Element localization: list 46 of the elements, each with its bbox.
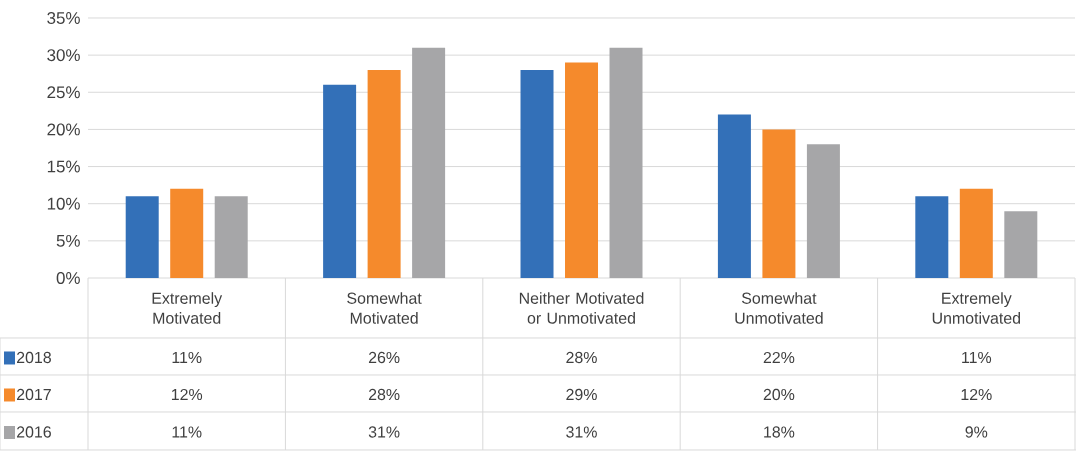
bar	[609, 47, 643, 278]
data-label: 26%	[368, 351, 400, 364]
data-label: 31%	[368, 426, 400, 438]
bar	[214, 196, 248, 278]
y-tick-label: 30%	[47, 49, 80, 62]
y-tick-label: 35%	[47, 11, 80, 24]
bar	[565, 62, 599, 278]
bar	[170, 188, 204, 278]
x-tick-label: Extremely Unmotivated	[932, 292, 1021, 324]
y-tick-label: 20%	[47, 123, 80, 136]
data-label: 28%	[368, 388, 400, 401]
bar	[520, 69, 554, 278]
bar	[323, 84, 357, 278]
data-label: 9%	[965, 426, 988, 438]
bar	[762, 129, 796, 278]
data-label: 28%	[566, 351, 597, 364]
y-tick-label: 15%	[47, 160, 80, 173]
bar	[125, 196, 159, 278]
bar	[412, 47, 446, 278]
data-label: 11%	[172, 426, 202, 438]
bar	[915, 196, 949, 278]
bar	[959, 188, 993, 278]
x-tick-label: Extremely Motivated	[152, 292, 223, 324]
y-tick-label: 10%	[47, 197, 80, 210]
data-label: 12%	[961, 388, 992, 401]
x-tick-label: Somewhat Unmotivated	[735, 292, 823, 324]
data-label: 12%	[171, 388, 203, 401]
y-tick-label: 0%	[56, 271, 80, 284]
y-tick-label: 5%	[56, 234, 80, 247]
data-label: 11%	[172, 351, 202, 364]
data-label: 20%	[763, 388, 795, 401]
bar	[806, 144, 840, 278]
y-tick-label: 25%	[47, 86, 80, 99]
bar	[367, 69, 401, 278]
bar	[1004, 211, 1038, 278]
data-label: 22%	[763, 351, 795, 364]
data-label: 18%	[764, 426, 795, 438]
x-tick-label: Neither Motivated or Unmotivated	[519, 292, 644, 324]
legend-label: 2017	[17, 388, 51, 401]
legend-label: 2018	[17, 351, 51, 364]
data-label: 31%	[566, 426, 597, 438]
legend-label: 2016	[17, 426, 51, 438]
data-label: 29%	[566, 388, 597, 401]
x-tick-label: Somewhat Motivated	[347, 292, 422, 324]
bar	[717, 114, 751, 278]
data-label: 11%	[962, 351, 992, 364]
